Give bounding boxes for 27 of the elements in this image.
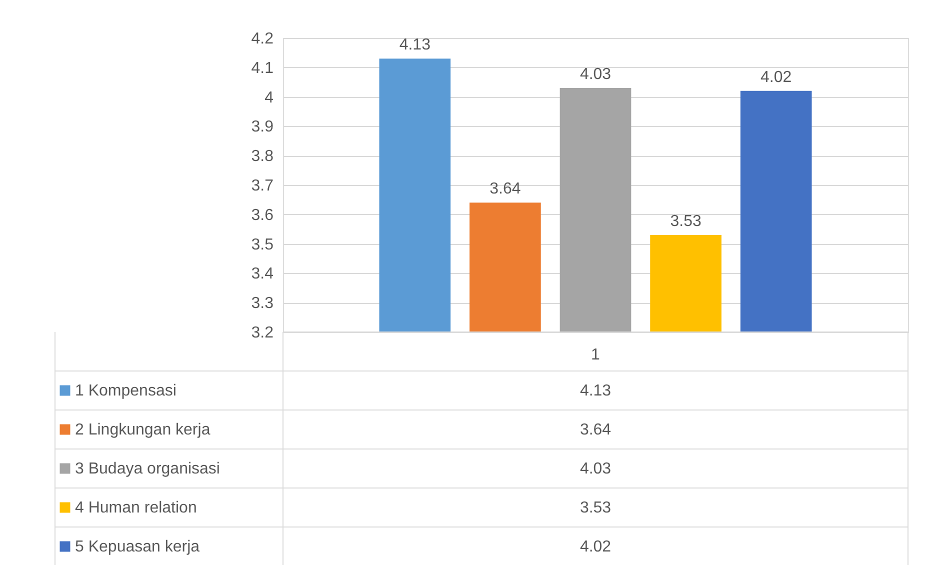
y-tick-label: 4 (264, 89, 274, 106)
data-label: 4.02 (760, 68, 792, 86)
y-tick-label: 3.5 (251, 236, 274, 254)
x-tick-label: 1 (591, 346, 600, 364)
y-tick-label: 3.2 (251, 324, 274, 342)
legend-label: 3 Budaya organisasi (75, 460, 220, 478)
legend-label: 1 Kompensasi (75, 382, 176, 400)
y-tick-label: 3.4 (251, 266, 274, 283)
y-tick-label: 3.7 (251, 178, 274, 194)
data-label: 4.03 (580, 66, 612, 83)
text: 3.53 (580, 500, 612, 516)
data-label: 3.64 (490, 180, 521, 198)
text: 4.03 (580, 460, 612, 478)
y-tick-label: 3.9 (251, 118, 274, 136)
y-tick-label: 4.1 (251, 60, 274, 77)
data-label: 4.13 (399, 36, 431, 54)
text: 4.02 (580, 538, 612, 556)
text: 4.13 (580, 382, 612, 400)
legend-label: 2 Lingkungan kerja (75, 422, 210, 438)
data-label: 3.53 (670, 212, 702, 230)
text: 3.64 (580, 422, 612, 438)
y-tick-label: 4.2 (251, 30, 274, 48)
legend-label: 5 Kepuasan kerja (75, 538, 200, 556)
legend-label: 4 Human relation (75, 500, 197, 516)
y-tick-label: 3.8 (251, 148, 274, 166)
y-tick-label: 3.3 (251, 295, 274, 312)
y-tick-label: 3.6 (251, 206, 274, 224)
